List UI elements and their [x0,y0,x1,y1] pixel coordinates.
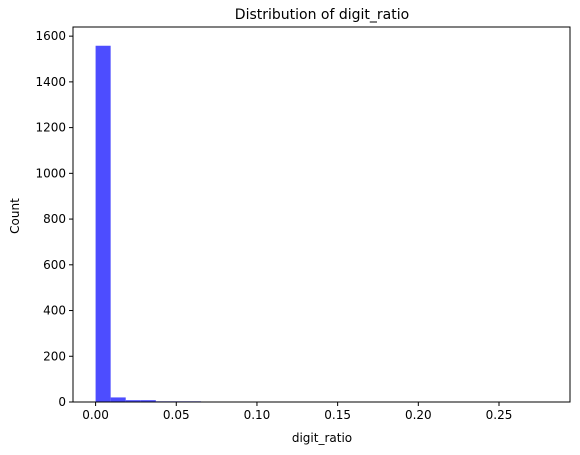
y-axis-label: Count [8,198,22,234]
y-tick-label: 400 [43,304,66,318]
y-tick-label: 800 [43,212,66,226]
y-tick-label: 0 [58,395,66,409]
y-tick-label: 200 [43,349,66,363]
y-tick-label: 1200 [35,121,66,135]
y-tick-label: 1600 [35,29,66,43]
x-tick-label: 0.05 [163,408,190,422]
x-tick-label: 0.00 [82,408,109,422]
histogram-bar [125,400,141,402]
y-tick-label: 1000 [35,166,66,180]
y-tick-label: 600 [43,258,66,272]
x-tick-label: 0.15 [324,408,351,422]
x-tick-label: 0.20 [405,408,432,422]
x-tick-label: 0.25 [486,408,513,422]
histogram-bar [95,45,111,402]
histogram-bar [110,397,126,402]
axes: 0.00 0.05 0.10 0.15 0.20 0.25 0 200 400 600 800 100… [35,26,571,422]
chart-title: Distribution of digit_ratio [235,7,409,23]
axes-frame [72,26,571,403]
histogram-bar [140,400,156,402]
y-tick-label: 1400 [35,75,66,89]
x-tick-label: 0.10 [244,408,271,422]
x-axis-label: digit_ratio [292,431,352,445]
